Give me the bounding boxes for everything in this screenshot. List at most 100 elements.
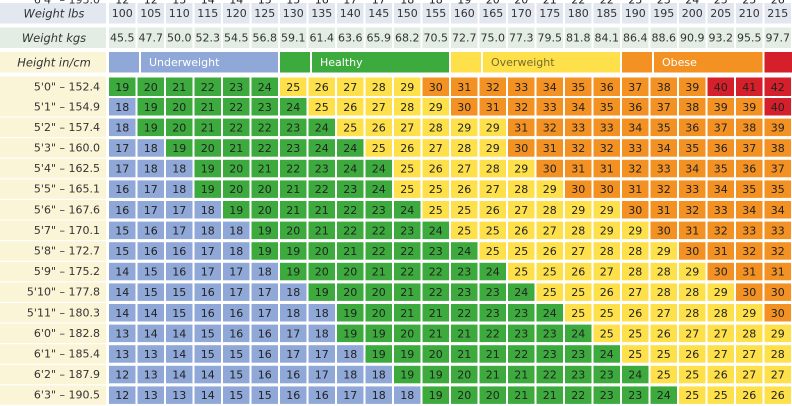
bmi-cell — [736, 118, 763, 137]
bmi-value: 32 — [543, 121, 557, 134]
bmi-cell — [508, 201, 535, 219]
bmi-cell — [337, 77, 364, 96]
bmi-cell — [679, 345, 706, 363]
bmi-cell — [707, 139, 734, 157]
bmi-value: 29 — [600, 224, 614, 237]
bmi-value: 28 — [543, 204, 557, 217]
bmi-value: 29 — [457, 121, 471, 134]
bmi-cell — [622, 98, 649, 116]
bmi-cell — [508, 386, 535, 404]
bmi-cell — [451, 262, 478, 281]
bmi-value: 32 — [571, 142, 585, 155]
bmi-cell — [308, 345, 335, 363]
legend-block — [483, 52, 620, 73]
bmi-cell — [451, 283, 478, 301]
bmi-value: 25 — [714, 0, 728, 7]
bmi-cell — [764, 77, 791, 96]
bmi-value: 20 — [286, 224, 300, 237]
bmi-value: 19 — [372, 327, 386, 340]
bmi-value: 29 — [685, 266, 699, 279]
bmi-cell — [679, 221, 706, 240]
bmi-value: 20 — [201, 142, 215, 155]
bmi-value: 36 — [714, 142, 728, 155]
bmi-value: 14 — [229, 0, 243, 7]
bmi-value: 19 — [201, 163, 215, 176]
bmi-cell — [280, 386, 307, 404]
bmi-value: 30 — [714, 266, 728, 279]
bmi-value: 24 — [486, 266, 500, 279]
bmi-cell — [622, 201, 649, 219]
bmi-value: 16 — [115, 183, 129, 196]
lbs-header-value: 210 — [739, 7, 760, 20]
bmi-value: 26 — [628, 307, 642, 320]
bmi-value: 20 — [258, 204, 272, 217]
bmi-cell — [223, 262, 250, 281]
bmi-cell — [622, 324, 649, 343]
bmi-value: 14 — [172, 348, 186, 361]
bmi-cell — [650, 201, 677, 219]
bmi-cell — [365, 180, 392, 198]
bmi-value: 32 — [771, 245, 785, 258]
bmi-value: 16 — [229, 327, 243, 340]
row-label-bg — [0, 364, 106, 385]
bmi-cell — [166, 365, 193, 384]
bmi-cell — [593, 159, 620, 178]
bmi-cell — [422, 324, 449, 343]
bmi-cell — [707, 77, 734, 96]
lbs-header-cell — [280, 3, 307, 24]
bmi-value: 15 — [229, 348, 243, 361]
kgs-header-cell — [337, 27, 364, 48]
bmi-value: 27 — [742, 348, 756, 361]
lbs-header-cell — [479, 3, 506, 24]
bmi-value: 19 — [429, 369, 443, 382]
bmi-cell — [280, 139, 307, 157]
bmi-value: 19 — [400, 348, 414, 361]
bmi-value: 21 — [343, 245, 357, 258]
bmi-cell — [764, 283, 791, 301]
bmi-cell — [536, 98, 563, 116]
lbs-header-cell — [308, 3, 335, 24]
kgs-header-cell — [650, 27, 677, 48]
bmi-value: 14 — [201, 389, 215, 402]
bmi-cell — [280, 118, 307, 137]
bmi-cell — [308, 262, 335, 281]
bmi-value: 17 — [315, 348, 329, 361]
lbs-header-value: 100 — [112, 7, 133, 20]
bmi-value: 26 — [429, 163, 443, 176]
bmi-value: 35 — [714, 163, 728, 176]
bmi-value: 23 — [286, 121, 300, 134]
bmi-value: 23 — [628, 389, 642, 402]
kgs-header-value: 75.0 — [481, 31, 506, 44]
bmi-cell — [280, 242, 307, 260]
bmi-cell — [736, 304, 763, 322]
bmi-cell — [536, 221, 563, 240]
bmi-value: 23 — [543, 348, 557, 361]
bmi-value: 27 — [600, 266, 614, 279]
bmi-value: 21 — [172, 81, 186, 94]
lbs-header-cell — [337, 3, 364, 24]
bmi-value: 14 — [115, 307, 129, 320]
bmi-value: 15 — [201, 348, 215, 361]
bmi-value: 19 — [172, 142, 186, 155]
bmi-cell — [422, 304, 449, 322]
bmi-cell — [764, 262, 791, 281]
bmi-value: 26 — [400, 142, 414, 155]
bmi-cell — [109, 324, 136, 343]
bmi-cell — [565, 98, 592, 116]
bmi-value: 32 — [628, 163, 642, 176]
bmi-value: 17 — [115, 142, 129, 155]
bmi-cell — [536, 304, 563, 322]
bmi-cell — [109, 77, 136, 96]
bmi-value: 23 — [343, 183, 357, 196]
bmi-cell — [137, 283, 164, 301]
bmi-cell — [166, 283, 193, 301]
bmi-cell — [565, 304, 592, 322]
bmi-cell — [451, 221, 478, 240]
bmi-value: 18 — [400, 0, 414, 7]
bmi-value: 21 — [201, 121, 215, 134]
bmi-cell — [308, 201, 335, 219]
bmi-value: 20 — [315, 245, 329, 258]
bmi-value: 20 — [315, 266, 329, 279]
bmi-value: 24 — [315, 142, 329, 155]
bmi-cell — [365, 365, 392, 384]
